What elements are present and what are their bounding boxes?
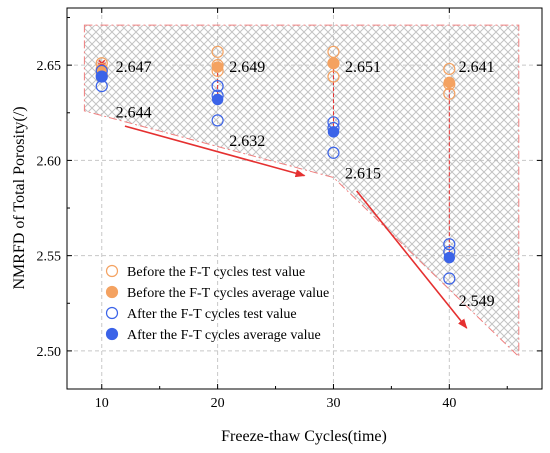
- point-average: [327, 57, 340, 69]
- trend-arrows: [124, 125, 468, 329]
- point-test-value: [327, 146, 340, 159]
- legend: Before the F-T cycles test value Before t…: [105, 264, 329, 343]
- y-tick-label: 2.60: [37, 154, 62, 169]
- data-label: 2.641: [459, 59, 495, 76]
- x-tick-label: 20: [211, 396, 225, 411]
- plot-frame: [66, 7, 543, 390]
- data-label: 2.651: [345, 59, 381, 76]
- y-tick-label: 2.55: [37, 250, 62, 265]
- data-label: 2.649: [229, 59, 265, 76]
- shaded-region-layer: [83, 24, 520, 358]
- legend-marker: [105, 285, 119, 299]
- point-average: [96, 70, 108, 83]
- trend-arrow: [124, 125, 306, 178]
- axis-ticks: 10 20 30 40 2.50 2.55 2.60 2.65: [37, 8, 542, 411]
- point-test-value: [443, 272, 456, 285]
- point-test-value: [443, 87, 456, 100]
- legend-label: After the F-T cycles average value: [127, 328, 321, 343]
- y-tick-label: 2.50: [37, 345, 62, 360]
- legend-marker: [105, 264, 119, 278]
- point-test-value: [443, 62, 456, 76]
- legend-marker: [105, 306, 119, 320]
- point-test-value: [443, 238, 456, 251]
- point-average: [443, 251, 456, 264]
- x-axis-label: Freeze-thaw Cycles(time): [221, 428, 387, 445]
- trend-arrow: [356, 190, 468, 329]
- data-labels: 2.647 2.644 2.649 2.632 2.651 2.615 2.641 2.549: [116, 59, 495, 310]
- y-tick-label: 2.65: [37, 59, 62, 74]
- point-test-value: [327, 70, 340, 83]
- point-average: [327, 126, 340, 138]
- data-label: 2.549: [459, 293, 495, 310]
- x-tick-label: 10: [95, 396, 109, 411]
- point-test-value: [211, 80, 224, 93]
- data-label: 2.647: [116, 59, 152, 76]
- point-average: [211, 61, 224, 73]
- shaded-region: [83, 24, 520, 358]
- point-test-value: [211, 45, 224, 58]
- legend-label: Before the F-T cycles average value: [127, 286, 329, 301]
- legend-label: After the F-T cycles test value: [127, 307, 297, 322]
- point-average: [443, 76, 456, 88]
- x-tick-label: 40: [442, 396, 456, 411]
- point-average: [211, 93, 224, 106]
- x-tick-label: 30: [326, 396, 340, 411]
- data-label: 2.632: [229, 133, 265, 150]
- point-test-value: [211, 114, 224, 127]
- data-label: 2.615: [345, 165, 381, 182]
- data-label: 2.644: [116, 105, 152, 122]
- y-axis-label: NMRFD of Total Porosity(/): [11, 106, 28, 289]
- data-points: [95, 45, 456, 285]
- legend-label: Before the F-T cycles test value: [127, 265, 305, 280]
- legend-marker: [105, 327, 119, 341]
